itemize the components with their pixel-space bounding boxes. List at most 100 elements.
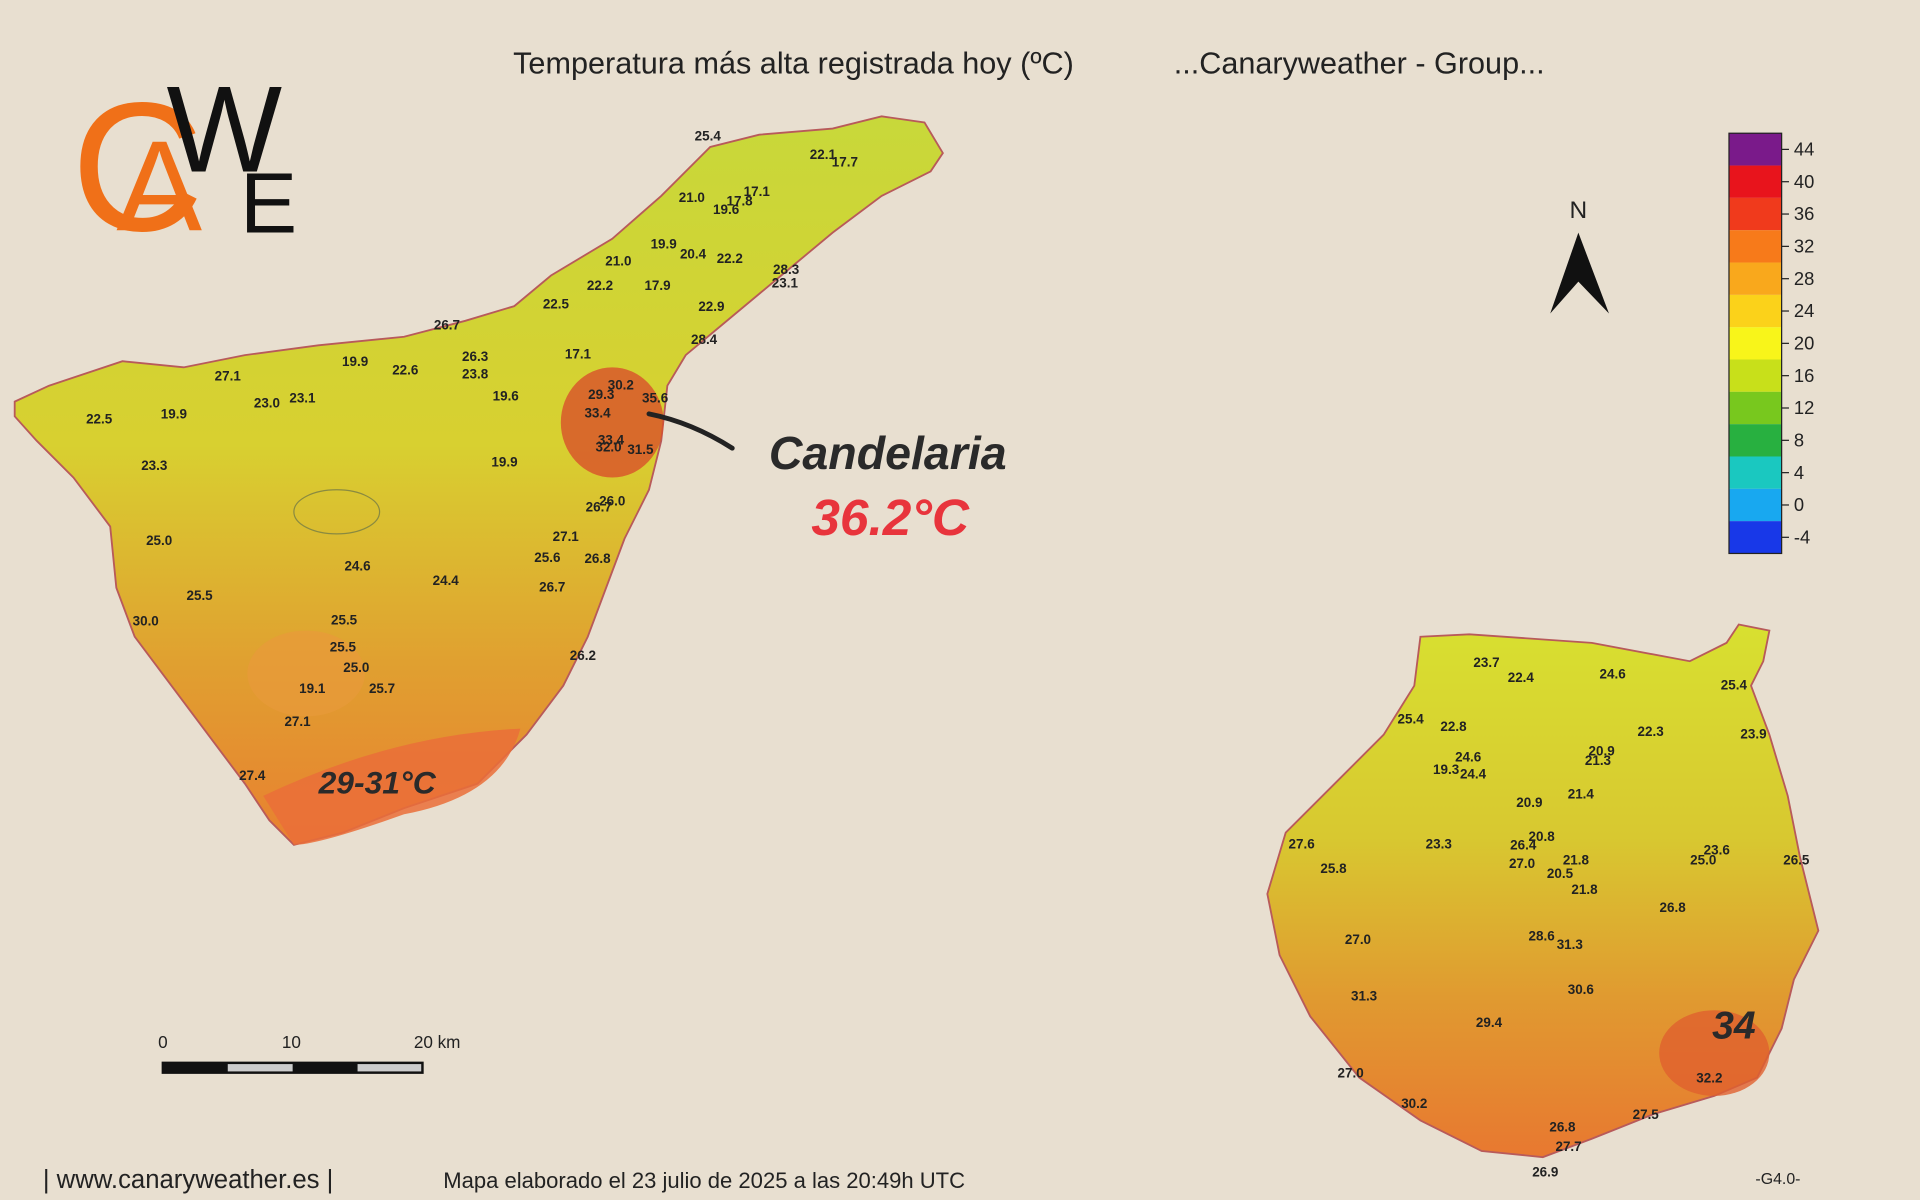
legend-tick-label: 28 bbox=[1794, 268, 1814, 289]
temperature-label: 25.4 bbox=[1721, 677, 1748, 692]
temperature-label: 23.6 bbox=[1704, 843, 1730, 858]
temperature-label: 22.4 bbox=[1508, 670, 1535, 685]
temperature-label: 24.4 bbox=[433, 573, 460, 588]
legend-frame bbox=[1728, 132, 1783, 555]
temperature-label: 24.4 bbox=[1460, 767, 1487, 782]
temperature-label: 26.8 bbox=[584, 551, 611, 566]
tenerife-island bbox=[13, 115, 944, 846]
temperature-label: 22.8 bbox=[1440, 719, 1467, 734]
temperature-label: 27.7 bbox=[1555, 1139, 1581, 1154]
legend-swatch bbox=[1728, 521, 1782, 554]
temperature-label: 26.5 bbox=[1783, 852, 1810, 867]
temperature-label: 17.8 bbox=[726, 194, 753, 209]
south-annotation: 29-31°C bbox=[318, 764, 437, 800]
legend-tick-label: 12 bbox=[1794, 397, 1814, 418]
legend-swatch bbox=[1728, 133, 1782, 166]
temperature-label: 26.8 bbox=[1660, 900, 1687, 915]
temperature-label: 19.1 bbox=[299, 681, 326, 696]
logo-letter: W bbox=[167, 60, 283, 197]
temperature-label: 30.0 bbox=[133, 614, 159, 629]
temperature-label: 24.6 bbox=[344, 559, 370, 574]
temperature-label: 25.6 bbox=[534, 550, 560, 565]
legend-tick-label: 36 bbox=[1794, 203, 1814, 224]
title: Temperatura más alta registrada hoy (ºC) bbox=[513, 46, 1074, 80]
temperature-label: 22.5 bbox=[543, 296, 570, 311]
temperature-label: 23.0 bbox=[254, 396, 280, 411]
temperature-label: 26.7 bbox=[434, 317, 460, 332]
max-temperature: 36.2°C bbox=[811, 488, 970, 546]
temperature-label: 19.9 bbox=[491, 454, 517, 469]
temperature-label: 27.1 bbox=[553, 529, 580, 544]
legend-tick-label: 44 bbox=[1794, 139, 1814, 160]
legend-swatch bbox=[1728, 424, 1782, 457]
temperature-label: 23.9 bbox=[1740, 726, 1766, 741]
footer-version: -G4.0- bbox=[1755, 1171, 1800, 1188]
teide-contour bbox=[293, 489, 381, 535]
temperature-label: 21.3 bbox=[1585, 753, 1611, 768]
temperature-label: 25.8 bbox=[1320, 861, 1347, 876]
temperature-label: 26.8 bbox=[1549, 1119, 1576, 1134]
legend-tick-label: 40 bbox=[1794, 171, 1814, 192]
temperature-label: 19.3 bbox=[1433, 762, 1459, 777]
temperature-label: 19.9 bbox=[161, 407, 187, 422]
temperature-label: 23.8 bbox=[462, 366, 489, 381]
temperature-label: 25.5 bbox=[331, 612, 358, 627]
legend-swatch bbox=[1728, 359, 1782, 392]
temperature-label: 21.8 bbox=[1571, 882, 1598, 897]
legend-swatch bbox=[1728, 488, 1782, 522]
scale-bar-segment bbox=[292, 1062, 358, 1073]
temperature-label: 27.1 bbox=[215, 369, 242, 384]
temperature-label: 17.9 bbox=[644, 278, 670, 293]
temperature-label: 26.3 bbox=[462, 349, 488, 364]
temperature-label: 17.7 bbox=[832, 154, 858, 169]
temperature-label: 33.4 bbox=[584, 405, 611, 420]
group-name: ...Canaryweather - Group... bbox=[1174, 46, 1545, 80]
legend-tick-label: 32 bbox=[1794, 235, 1814, 256]
temperature-label: 17.1 bbox=[565, 347, 592, 362]
temperature-label: 19.6 bbox=[713, 202, 739, 217]
temperature-label: 27.0 bbox=[1509, 856, 1535, 871]
temperature-label: 25.0 bbox=[146, 533, 172, 548]
temperature-label: 28.6 bbox=[1529, 928, 1555, 943]
temperature-label: 27.6 bbox=[1289, 836, 1315, 851]
hot-zone bbox=[1659, 1010, 1770, 1096]
temperature-label: 22.2 bbox=[587, 278, 613, 293]
logo-letter: C bbox=[71, 64, 204, 269]
pointer-line bbox=[646, 411, 735, 451]
temperature-label: 22.3 bbox=[1638, 724, 1664, 739]
footer-note: Mapa elaborado el 23 julio de 2025 a las… bbox=[443, 1168, 965, 1193]
temperature-label: 32.0 bbox=[595, 440, 621, 455]
temperature-label: 28.3 bbox=[773, 262, 799, 277]
legend-swatch bbox=[1728, 327, 1782, 360]
temperature-label: 21.0 bbox=[679, 190, 705, 205]
scale-bar-segment bbox=[162, 1062, 228, 1073]
legend-swatch bbox=[1728, 456, 1782, 489]
temperature-label: 20.9 bbox=[1516, 795, 1542, 810]
compass-label: N bbox=[1570, 197, 1588, 224]
temperature-label: 32.2 bbox=[1696, 1070, 1722, 1085]
temperature-label: 26.2 bbox=[570, 648, 596, 663]
scale-bar: 0 10 20 km bbox=[158, 1032, 460, 1074]
footer-site: | www.canaryweather.es | bbox=[43, 1166, 334, 1194]
temperature-label: 25.0 bbox=[343, 660, 369, 675]
temperature-label: 23.7 bbox=[1473, 655, 1499, 670]
temperature-label: 26.9 bbox=[1532, 1165, 1558, 1180]
legend-tick-label: -4 bbox=[1794, 526, 1810, 547]
logo: C A W E bbox=[71, 60, 297, 269]
temperature-label: 19.9 bbox=[342, 354, 368, 369]
temperature-label: 19.6 bbox=[493, 388, 519, 403]
temperature-label: 24.6 bbox=[1455, 750, 1481, 765]
temperature-label: 20.5 bbox=[1547, 866, 1574, 881]
temperature-label: 25.5 bbox=[330, 639, 357, 654]
gran-canaria-annotation: 34 bbox=[1712, 1004, 1756, 1047]
legend-swatch bbox=[1728, 294, 1782, 328]
scale-label: 0 bbox=[158, 1032, 168, 1052]
temperature-label: 23.3 bbox=[141, 458, 167, 473]
temperature-label: 20.9 bbox=[1589, 743, 1615, 758]
temperature-label: 27.4 bbox=[239, 768, 266, 783]
temperature-label: 25.7 bbox=[369, 681, 395, 696]
legend-swatch bbox=[1728, 197, 1782, 231]
temperature-label: 35.6 bbox=[642, 391, 668, 406]
scale-label: 10 bbox=[282, 1032, 301, 1052]
